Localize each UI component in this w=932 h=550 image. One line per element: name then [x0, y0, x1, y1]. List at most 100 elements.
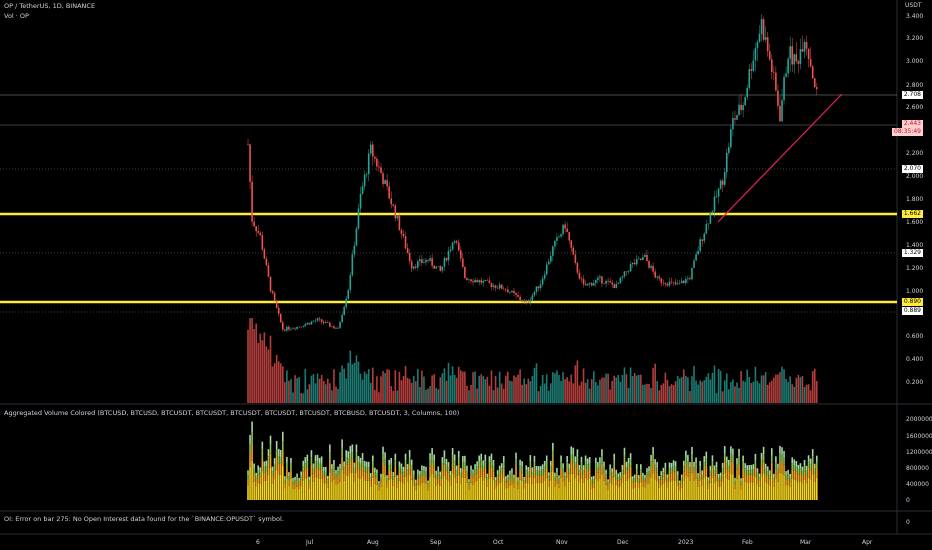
aggregated-volume-bar	[300, 471, 302, 476]
aggregated-volume-bar	[304, 469, 307, 479]
candle-body	[337, 327, 339, 329]
aggregated-volume-bar	[529, 467, 532, 478]
candle-body	[541, 278, 544, 285]
volume-bar	[478, 375, 480, 403]
aggregated-volume-bar	[588, 469, 591, 479]
candle-body	[770, 59, 773, 73]
aggregated-volume-bar	[750, 469, 753, 475]
aggregated-volume-bar	[443, 464, 446, 476]
volume-bar	[783, 369, 785, 403]
aggregated-volume-bar	[760, 466, 763, 477]
aggregated-volume-bar	[556, 472, 558, 477]
aggregated-volume-bar	[595, 478, 597, 500]
volume-bar	[689, 390, 691, 403]
aggregated-volume-bar	[318, 463, 321, 470]
aggregated-volume-bar	[306, 477, 309, 500]
volume-bar	[279, 363, 282, 403]
volume-bar	[556, 370, 558, 403]
aggregated-volume-bar	[709, 482, 712, 500]
aggregated-volume-bar	[384, 452, 386, 459]
candle-body	[333, 326, 335, 329]
aggregated-volume-bar	[813, 481, 816, 500]
aggregated-volume-bar	[390, 478, 393, 500]
aggregated-volume-bar	[476, 472, 478, 481]
volume-tick: 1600000	[906, 433, 932, 440]
candle-body	[257, 231, 260, 233]
aggregated-volume-bar	[678, 483, 681, 487]
volume-bar	[394, 370, 397, 403]
volume-bar	[674, 381, 677, 403]
aggregated-volume-bar	[556, 476, 558, 484]
aggregated-volume-bar	[566, 478, 568, 500]
candle-body	[752, 60, 755, 71]
aggregated-volume-bar	[637, 482, 640, 488]
aggregated-volume-bar	[417, 469, 419, 474]
aggregated-volume-bar	[646, 472, 648, 478]
volume-bar	[799, 377, 802, 403]
candle-body	[419, 259, 421, 262]
aggregated-volume-bar	[324, 476, 327, 484]
volume-bar	[457, 366, 460, 403]
aggregated-volume-bar	[609, 474, 611, 483]
candle-body	[599, 276, 601, 278]
aggregated-volume-bar	[656, 481, 658, 500]
aggregated-volume-bar	[584, 461, 587, 468]
aggregated-volume-bar	[414, 479, 417, 483]
aggregated-volume-bar	[298, 477, 300, 481]
aggregated-volume-bar	[462, 455, 464, 463]
aggregated-volume-bar	[439, 485, 442, 500]
candle-body	[779, 105, 781, 122]
aggregated-volume-bar	[504, 476, 507, 480]
aggregated-volume-bar	[292, 488, 294, 500]
candle-body	[300, 326, 302, 328]
aggregated-volume-bar	[509, 485, 511, 500]
aggregated-volume-bar	[490, 460, 493, 467]
aggregated-volume-bar	[457, 457, 460, 465]
aggregated-volume-bar	[664, 467, 667, 474]
aggregated-volume-bar	[519, 459, 521, 466]
volume-bar	[286, 370, 288, 403]
aggregated-volume-bar	[674, 466, 677, 473]
aggregated-volume-bar	[466, 465, 468, 471]
aggregated-volume-bar	[464, 461, 466, 469]
aggregated-volume-bar	[789, 481, 791, 487]
aggregated-volume-bar	[390, 463, 393, 470]
aggregated-volume-bar	[357, 455, 360, 463]
aggregated-volume-bar	[476, 466, 478, 473]
candle-body	[637, 258, 640, 260]
aggregated-volume-bar	[271, 475, 274, 484]
aggregated-volume-bar	[695, 478, 697, 500]
aggregated-volume-bar	[408, 457, 411, 465]
aggregated-volume-bar	[678, 490, 681, 500]
candle-body	[680, 280, 683, 284]
aggregated-volume-bar	[511, 468, 513, 473]
aggregated-volume-bar	[558, 487, 560, 500]
volume-bar	[777, 374, 779, 403]
aggregated-volume-bar	[750, 464, 753, 470]
aggregated-volume-bar	[320, 462, 323, 469]
candle-body	[304, 324, 307, 327]
aggregated-volume-bar	[752, 482, 755, 500]
candle-body	[795, 54, 798, 62]
aggregated-volume-bar	[795, 466, 798, 472]
aggregated-volume-bar	[437, 475, 440, 484]
aggregated-volume-bar	[398, 472, 401, 481]
volume-bar	[586, 379, 589, 403]
aggregated-volume-bar	[813, 463, 816, 469]
candle-body	[398, 215, 401, 231]
aggregated-volume-bar	[640, 482, 642, 500]
aggregated-volume-bar	[664, 473, 667, 482]
ascending-trendline[interactable]	[717, 93, 843, 223]
aggregated-volume-bar	[685, 457, 687, 465]
aggregated-volume-bar	[703, 462, 706, 469]
aggregated-volume-bar	[550, 466, 552, 472]
candle-body	[294, 328, 296, 330]
aggregated-volume-bar	[431, 474, 433, 500]
volume-bar	[635, 375, 638, 403]
volume-bar	[809, 390, 812, 403]
aggregated-volume-bar	[815, 477, 818, 500]
aggregated-volume-bar	[304, 478, 307, 500]
candle-body	[439, 265, 442, 271]
aggregated-volume-bar	[466, 482, 468, 500]
